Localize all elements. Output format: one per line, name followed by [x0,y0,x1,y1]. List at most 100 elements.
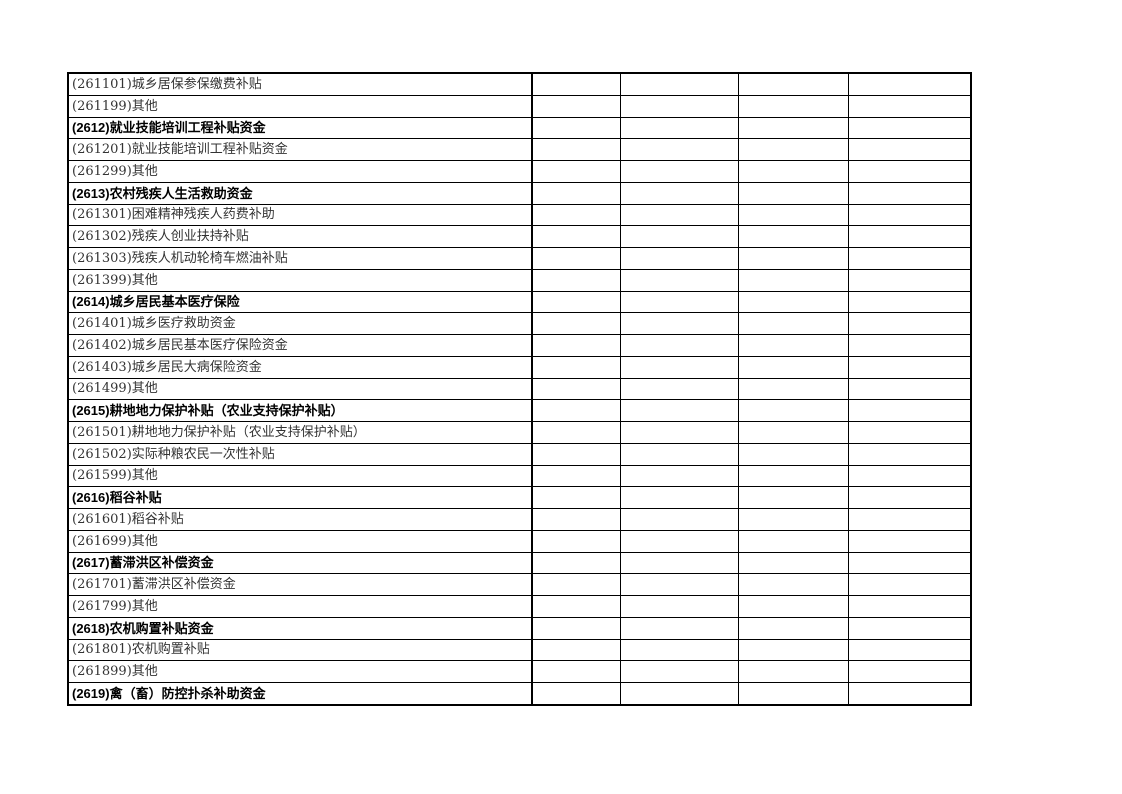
value-cell [620,486,739,509]
value-cell [738,573,849,596]
value-cell [738,203,849,227]
row-label: (261403)城乡居民大病保险资金 [67,355,533,379]
row-label: (261701)蓄滞洪区补偿资金 [67,573,533,596]
value-cell [531,595,621,618]
value-cell [531,486,621,509]
subsidy-table: (261101)城乡居保参保缴费补贴 (261199)其他 (2612)就业技能培训… [67,72,972,706]
table-row: (261899)其他 [67,660,972,683]
row-label: (261899)其他 [67,660,533,683]
value-cell [738,94,849,118]
category-row: (2615)耕地地力保护补贴（农业支持保护补贴） [67,399,972,422]
row-label: (261699)其他 [67,529,533,553]
value-cell [738,312,849,335]
table-row: (261299)其他 [67,160,972,183]
value-cell [848,225,972,248]
row-label: (261799)其他 [67,595,533,618]
value-cell [531,138,621,161]
table-row: (261303)残疾人机动轮椅车燃油补贴 [67,247,972,270]
row-label: (261401)城乡医疗救助资金 [67,312,533,335]
value-cell [531,660,621,683]
table-row: (261701)蓄滞洪区补偿资金 [67,573,972,596]
value-cell [531,551,621,575]
value-cell [531,464,621,488]
table-row: (261599)其他 [67,464,972,488]
value-cell [848,160,972,183]
value-cell [848,72,972,96]
value-cell [738,225,849,248]
value-cell [848,355,972,379]
value-cell [531,421,621,444]
value-cell [531,203,621,227]
value-cell [620,638,739,662]
value-cell [620,355,739,379]
value-cell [531,508,621,531]
value-cell [848,94,972,118]
value-cell [620,203,739,227]
table-row: (261302)残疾人创业扶持补贴 [67,225,972,248]
value-cell [531,638,621,662]
table-row: (261401)城乡医疗救助资金 [67,312,972,335]
value-cell [738,616,849,640]
category-row: (2613)农村残疾人生活救助资金 [67,181,972,205]
row-label: (261201)就业技能培训工程补贴资金 [67,138,533,161]
value-cell [738,660,849,683]
value-cell [848,203,972,227]
row-label: (2619)禽（畜）防控扑杀补助资金 [67,681,533,706]
value-cell [848,181,972,205]
value-cell [738,377,849,401]
value-cell [620,573,739,596]
value-cell [848,312,972,335]
value-cell [531,312,621,335]
table-row: (261201)就业技能培训工程补贴资金 [67,138,972,161]
value-cell [620,529,739,553]
category-row: (2616)稻谷补贴 [67,486,972,509]
value-cell [531,247,621,270]
table-row: (261501)耕地地力保护补贴（农业支持保护补贴） [67,421,972,444]
value-cell [620,442,739,466]
row-label: (261599)其他 [67,464,533,488]
row-label: (261301)困难精神残疾人药费补助 [67,203,533,227]
row-label: (261601)稻谷补贴 [67,508,533,531]
value-cell [531,334,621,357]
value-cell [531,94,621,118]
value-cell [620,138,739,161]
value-cell [620,312,739,335]
table-row: (261399)其他 [67,268,972,292]
value-cell [848,551,972,575]
value-cell [848,508,972,531]
row-label: (261302)残疾人创业扶持补贴 [67,225,533,248]
value-cell [531,399,621,422]
table-row: (261499)其他 [67,377,972,401]
value-cell [738,595,849,618]
table-row: (261801)农机购置补贴 [67,638,972,662]
value-cell [738,116,849,140]
value-cell [848,290,972,314]
value-cell [738,508,849,531]
row-label: (2616)稻谷补贴 [67,486,533,509]
value-cell [848,638,972,662]
value-cell [620,551,739,575]
value-cell [620,616,739,640]
value-cell [738,421,849,444]
value-cell [738,181,849,205]
value-cell [848,595,972,618]
value-cell [848,529,972,553]
value-cell [620,72,739,96]
value-cell [620,225,739,248]
value-cell [531,377,621,401]
value-cell [531,72,621,96]
value-cell [738,160,849,183]
table-row: (261799)其他 [67,595,972,618]
value-cell [848,442,972,466]
value-cell [531,529,621,553]
category-row: (2618)农机购置补贴资金 [67,616,972,640]
value-cell [848,247,972,270]
value-cell [531,355,621,379]
row-label: (2613)农村残疾人生活救助资金 [67,181,533,205]
value-cell [848,377,972,401]
value-cell [620,160,739,183]
row-label: (261299)其他 [67,160,533,183]
table-row: (261199)其他 [67,94,972,118]
value-cell [848,464,972,488]
row-label: (261501)耕地地力保护补贴（农业支持保护补贴） [67,421,533,444]
